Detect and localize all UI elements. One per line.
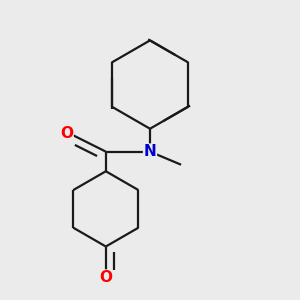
Text: O: O <box>60 126 73 141</box>
Text: N: N <box>144 144 156 159</box>
Text: O: O <box>99 270 112 285</box>
